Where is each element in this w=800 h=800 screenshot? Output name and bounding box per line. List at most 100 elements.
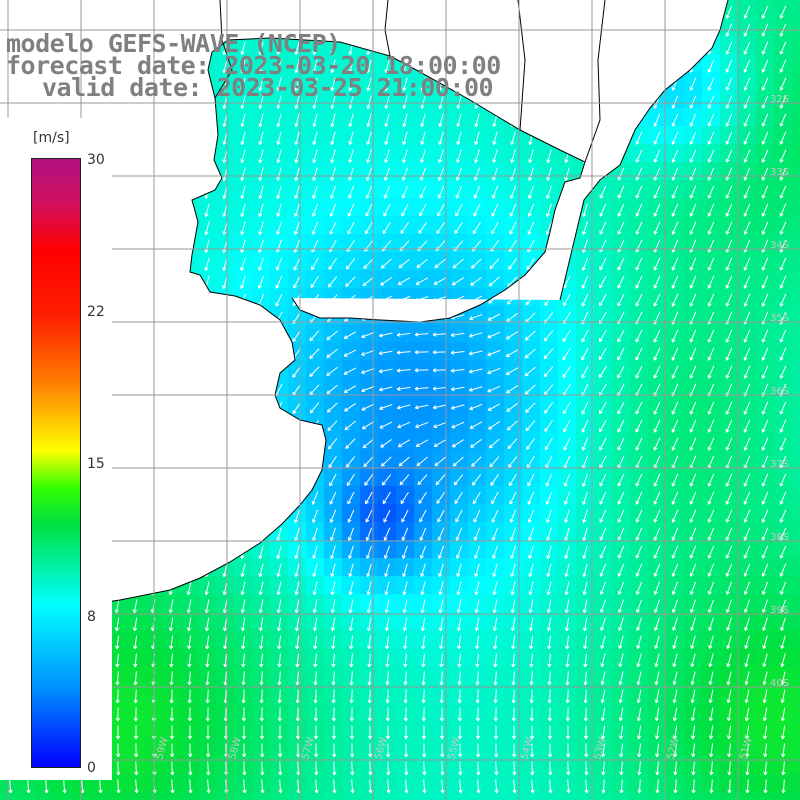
wind-arrow-icon bbox=[416, 456, 428, 467]
wind-arrow-icon bbox=[761, 5, 769, 19]
wind-arrow-icon bbox=[635, 419, 643, 433]
wind-arrow-icon bbox=[312, 527, 318, 541]
wind-arrow-icon bbox=[653, 167, 661, 181]
wind-arrow-icon bbox=[240, 185, 246, 200]
wind-arrow-icon bbox=[707, 527, 715, 541]
wind-arrow-icon bbox=[294, 95, 300, 110]
wind-arrow-icon bbox=[258, 131, 264, 146]
wind-arrow-icon bbox=[562, 365, 571, 378]
wind-arrow-icon bbox=[671, 527, 679, 541]
wind-arrow-icon bbox=[525, 402, 536, 413]
wind-arrow-icon bbox=[689, 509, 697, 523]
wind-arrow-icon bbox=[761, 113, 769, 127]
wind-arrow-icon bbox=[635, 473, 643, 487]
wind-arrow-icon bbox=[546, 545, 552, 559]
wind-arrow-icon bbox=[707, 275, 715, 289]
wind-arrow-icon bbox=[383, 509, 391, 523]
wind-arrow-icon bbox=[725, 131, 733, 145]
wind-arrow-icon bbox=[326, 366, 338, 376]
wind-arrow-icon bbox=[779, 131, 787, 145]
wind-arrow-icon bbox=[240, 581, 246, 596]
wind-arrow-icon bbox=[472, 491, 481, 505]
wind-arrow-icon bbox=[472, 221, 481, 235]
wind-arrow-icon bbox=[743, 185, 751, 199]
wind-arrow-icon bbox=[343, 385, 357, 394]
wind-arrow-icon bbox=[598, 401, 607, 415]
wind-arrow-icon bbox=[312, 185, 318, 199]
wind-arrow-icon bbox=[456, 149, 462, 163]
wind-arrow-icon bbox=[653, 401, 661, 415]
wind-arrow-icon bbox=[779, 491, 787, 505]
colorbar-tick-label: 30 bbox=[87, 152, 105, 168]
wind-arrow-icon bbox=[779, 437, 787, 451]
wind-arrow-icon bbox=[437, 545, 445, 559]
wind-arrow-icon bbox=[240, 257, 246, 271]
wind-arrow-icon bbox=[725, 275, 733, 289]
wind-arrow-icon bbox=[761, 437, 769, 451]
wind-arrow-icon bbox=[581, 257, 589, 271]
wind-arrow-icon bbox=[418, 222, 427, 234]
wind-arrow-icon bbox=[635, 185, 643, 199]
wind-arrow-icon bbox=[402, 113, 408, 128]
wind-arrow-icon bbox=[617, 491, 625, 505]
wind-arrow-icon bbox=[524, 348, 536, 359]
wind-arrow-icon bbox=[402, 95, 408, 110]
wind-arrow-icon bbox=[779, 509, 787, 523]
wind-arrow-icon bbox=[779, 419, 787, 433]
wind-arrow-icon bbox=[415, 439, 429, 447]
wind-arrow-icon bbox=[689, 563, 697, 577]
wind-arrow-icon bbox=[707, 203, 715, 217]
wind-arrow-icon bbox=[689, 149, 697, 163]
wind-arrow-icon bbox=[382, 491, 391, 505]
wind-arrow-icon bbox=[293, 257, 301, 271]
wind-arrow-icon bbox=[707, 509, 715, 523]
wind-arrow-icon bbox=[473, 509, 481, 523]
wind-arrow-icon bbox=[419, 545, 427, 559]
wind-arrow-icon bbox=[469, 313, 483, 321]
wind-arrow-icon bbox=[617, 473, 625, 487]
wind-arrow-icon bbox=[472, 474, 482, 486]
wind-arrow-icon bbox=[582, 203, 588, 217]
wind-arrow-icon bbox=[330, 95, 336, 110]
wind-arrow-icon bbox=[761, 95, 769, 109]
wind-arrow-icon bbox=[382, 221, 391, 235]
wind-arrow-icon bbox=[761, 257, 769, 271]
wind-arrow-icon bbox=[450, 332, 465, 338]
wind-arrow-icon bbox=[366, 149, 372, 163]
wind-arrow-icon bbox=[348, 167, 354, 181]
wind-arrow-icon bbox=[361, 350, 375, 356]
wind-arrow-icon bbox=[402, 149, 408, 163]
wind-arrow-icon bbox=[328, 257, 337, 270]
wind-arrow-icon bbox=[617, 365, 625, 379]
wind-arrow-icon bbox=[378, 386, 393, 392]
wind-arrow-icon bbox=[400, 221, 409, 234]
wind-arrow-icon bbox=[275, 239, 283, 253]
wind-arrow-icon bbox=[653, 545, 661, 559]
wind-arrow-icon bbox=[582, 527, 588, 542]
wind-arrow-icon bbox=[345, 276, 356, 287]
wind-arrow-icon bbox=[487, 403, 501, 411]
wind-arrow-icon bbox=[707, 473, 715, 487]
wind-arrow-icon bbox=[362, 276, 374, 287]
wind-arrow-icon bbox=[779, 203, 787, 217]
wind-arrow-icon bbox=[635, 491, 643, 505]
wind-arrow-icon bbox=[312, 167, 318, 181]
wind-arrow-icon bbox=[257, 257, 264, 271]
wind-arrow-icon bbox=[450, 350, 465, 355]
wind-arrow-icon bbox=[491, 509, 499, 523]
wind-arrow-icon bbox=[204, 239, 210, 254]
wind-arrow-icon bbox=[276, 95, 282, 110]
wind-arrow-icon bbox=[635, 401, 643, 415]
wind-arrow-icon bbox=[419, 527, 427, 541]
wind-arrow-icon bbox=[293, 221, 301, 235]
wind-arrow-icon bbox=[598, 329, 607, 343]
wind-arrow-icon bbox=[563, 419, 571, 433]
wind-arrow-icon bbox=[779, 563, 787, 577]
wind-arrow-icon bbox=[707, 329, 715, 343]
wind-arrow-icon bbox=[365, 509, 373, 523]
wind-arrow-icon bbox=[398, 456, 410, 467]
wind-arrow-icon bbox=[524, 366, 536, 377]
wind-arrow-icon bbox=[653, 221, 661, 235]
wind-arrow-icon bbox=[779, 185, 787, 199]
wind-arrow-icon bbox=[544, 402, 554, 414]
